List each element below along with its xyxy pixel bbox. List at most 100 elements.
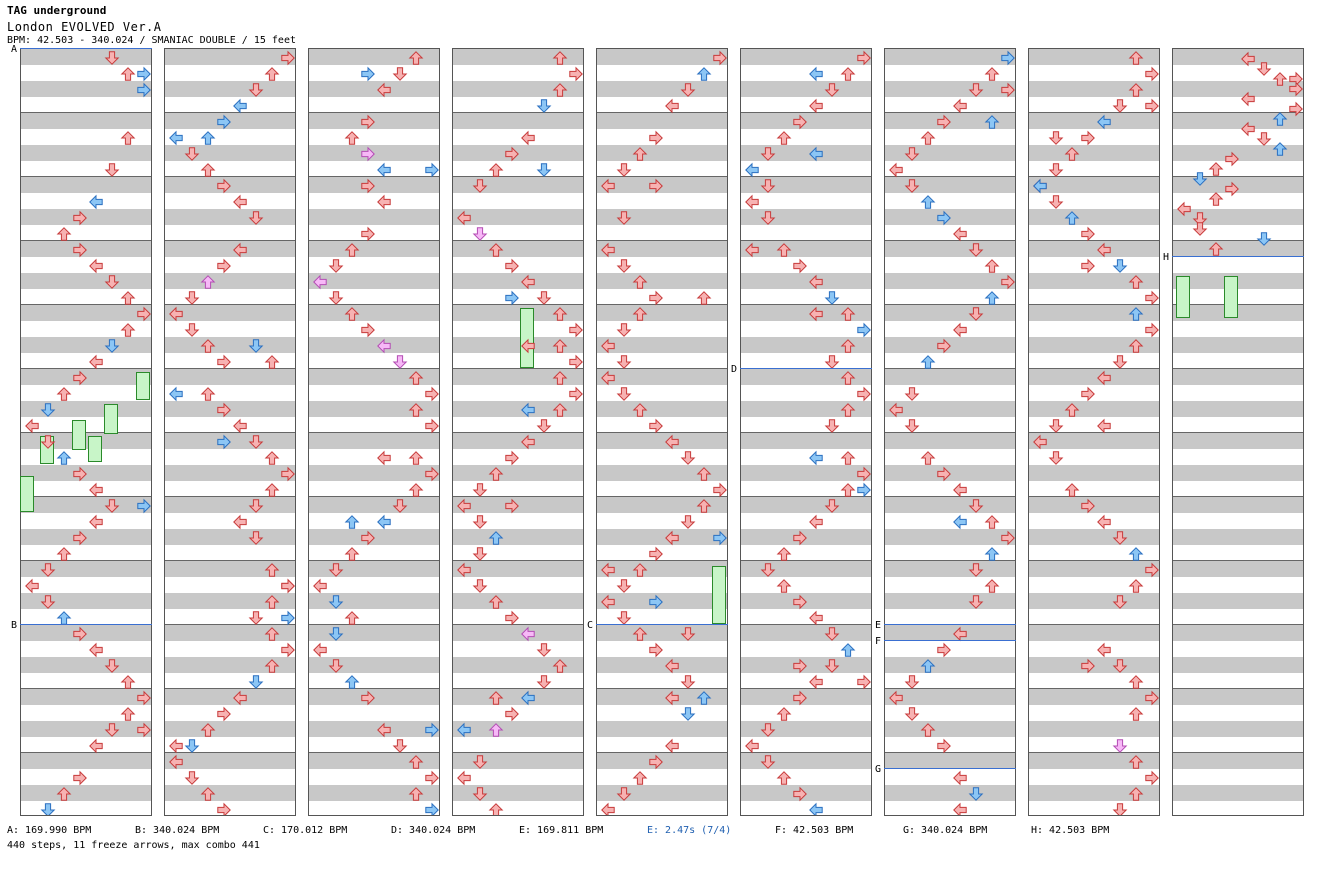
left-arrow-icon: [809, 274, 823, 290]
up-arrow-icon: [1128, 707, 1144, 721]
down-arrow-icon: [1192, 212, 1208, 226]
up-arrow-icon: [920, 451, 936, 465]
left-arrow-icon: [809, 450, 823, 466]
up-arrow-icon: [632, 563, 648, 577]
left-arrow-icon: [377, 82, 391, 98]
right-arrow-icon: [1145, 98, 1159, 114]
down-arrow-icon: [248, 211, 264, 225]
left-arrow-icon: [1097, 242, 1111, 258]
up-arrow-icon: [1128, 787, 1144, 801]
down-arrow-icon: [40, 403, 56, 417]
down-arrow-icon: [968, 499, 984, 513]
measure-line: [741, 304, 871, 305]
left-arrow-icon: [1097, 370, 1111, 386]
freeze-arrow: [712, 566, 726, 624]
up-arrow-icon: [344, 547, 360, 561]
down-arrow-icon: [616, 323, 632, 337]
up-arrow-icon: [200, 275, 216, 289]
bpm-marker-label: F: [875, 636, 882, 647]
down-arrow-icon: [472, 547, 488, 561]
up-arrow-icon: [1208, 242, 1224, 256]
left-arrow-icon: [377, 194, 391, 210]
left-arrow-icon: [809, 610, 823, 626]
bpm-change-line: [884, 640, 1016, 641]
left-arrow-icon: [457, 722, 471, 738]
down-arrow-icon: [248, 531, 264, 545]
right-arrow-icon: [281, 466, 295, 482]
down-arrow-icon: [968, 83, 984, 97]
down-arrow-icon: [1112, 355, 1128, 369]
left-arrow-icon: [377, 450, 391, 466]
up-arrow-icon: [344, 515, 360, 529]
measure-line: [309, 368, 439, 369]
measure-line: [885, 496, 1015, 497]
down-arrow-icon: [1048, 195, 1064, 209]
left-arrow-icon: [169, 306, 183, 322]
right-arrow-icon: [137, 690, 151, 706]
right-arrow-icon: [217, 354, 231, 370]
left-arrow-icon: [233, 98, 247, 114]
up-arrow-icon: [264, 451, 280, 465]
down-arrow-icon: [184, 147, 200, 161]
up-arrow-icon: [344, 675, 360, 689]
chart-column: [1028, 48, 1160, 816]
down-arrow-icon: [1112, 595, 1128, 609]
up-arrow-icon: [632, 307, 648, 321]
bpm-change-line: [740, 368, 872, 369]
left-arrow-icon: [889, 162, 903, 178]
measure-line: [885, 688, 1015, 689]
right-arrow-icon: [793, 114, 807, 130]
measure-line: [1029, 176, 1159, 177]
right-arrow-icon: [137, 306, 151, 322]
down-arrow-icon: [248, 339, 264, 353]
right-arrow-icon: [425, 770, 439, 786]
right-arrow-icon: [73, 370, 87, 386]
left-arrow-icon: [745, 242, 759, 258]
measure-line: [1173, 560, 1303, 561]
down-arrow-icon: [904, 179, 920, 193]
right-arrow-icon: [217, 706, 231, 722]
measure-line: [885, 176, 1015, 177]
measure-line: [1029, 304, 1159, 305]
right-arrow-icon: [505, 706, 519, 722]
measure-line: [597, 560, 727, 561]
right-arrow-icon: [713, 50, 727, 66]
left-arrow-icon: [377, 514, 391, 530]
right-arrow-icon: [217, 434, 231, 450]
down-arrow-icon: [824, 499, 840, 513]
up-arrow-icon: [264, 659, 280, 673]
right-arrow-icon: [425, 418, 439, 434]
bpm-marker-label: B: [11, 620, 18, 631]
right-arrow-icon: [425, 466, 439, 482]
left-arrow-icon: [169, 386, 183, 402]
down-arrow-icon: [248, 611, 264, 625]
up-arrow-icon: [264, 563, 280, 577]
up-arrow-icon: [1128, 755, 1144, 769]
down-arrow-icon: [616, 355, 632, 369]
up-arrow-icon: [488, 531, 504, 545]
up-arrow-icon: [984, 547, 1000, 561]
left-arrow-icon: [457, 498, 471, 514]
left-arrow-icon: [233, 194, 247, 210]
measure-line: [597, 432, 727, 433]
down-arrow-icon: [104, 51, 120, 65]
up-arrow-icon: [408, 451, 424, 465]
up-arrow-icon: [552, 371, 568, 385]
up-arrow-icon: [840, 371, 856, 385]
left-arrow-icon: [809, 306, 823, 322]
right-arrow-icon: [1145, 322, 1159, 338]
down-arrow-icon: [968, 307, 984, 321]
measure-line: [165, 496, 295, 497]
left-arrow-icon: [313, 578, 327, 594]
right-arrow-icon: [649, 290, 663, 306]
right-arrow-icon: [1001, 274, 1015, 290]
down-arrow-icon: [248, 499, 264, 513]
up-arrow-icon: [56, 227, 72, 241]
down-arrow-icon: [1192, 172, 1208, 186]
bpm-legend-item: H: 42.503 BPM: [1031, 825, 1110, 836]
left-arrow-icon: [953, 98, 967, 114]
left-arrow-icon: [89, 354, 103, 370]
right-arrow-icon: [281, 610, 295, 626]
down-arrow-icon: [760, 563, 776, 577]
left-arrow-icon: [89, 482, 103, 498]
